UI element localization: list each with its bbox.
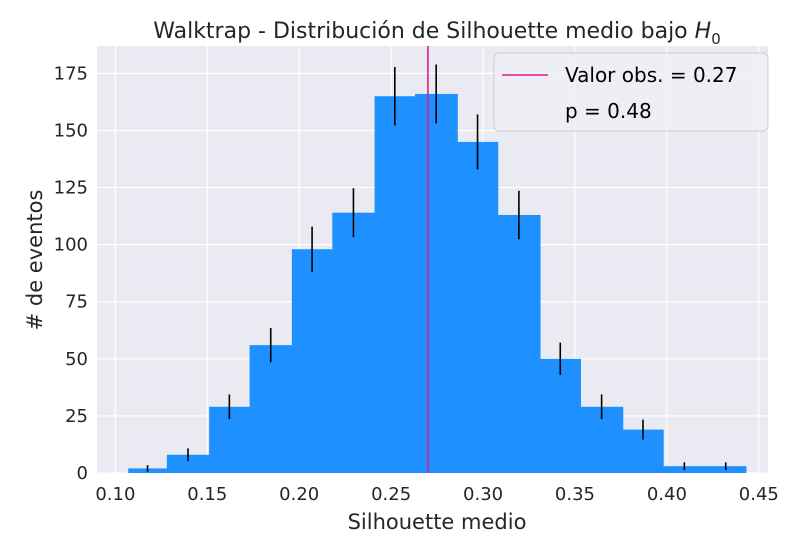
y-axis-label: # de eventos: [23, 190, 47, 331]
histogram-bar: [291, 249, 333, 473]
x-axis-label: Silhouette medio: [348, 510, 527, 534]
histogram-bar: [374, 96, 416, 473]
histogram-bar: [497, 214, 541, 473]
legend: Valor obs. = 0.27 p = 0.48: [493, 52, 769, 132]
chart-title-math: H: [695, 19, 712, 44]
y-axis-ticks: 0 25 50 75 100 125 150 175: [54, 63, 88, 484]
x-tick-label: 0.35: [555, 484, 595, 505]
x-tick-label: 0.10: [95, 484, 135, 505]
x-axis-ticks: 0.10 0.15 0.20 0.25 0.30 0.35 0.40 0.45: [95, 484, 779, 505]
histogram-bars: [128, 93, 747, 474]
error-bars: [146, 64, 727, 472]
y-tick-label: 25: [65, 406, 88, 427]
legend-observed-label: Valor obs. = 0.27: [565, 63, 737, 87]
x-tick-label: 0.40: [647, 484, 687, 505]
x-tick-label: 0.30: [463, 484, 503, 505]
histogram-bar: [166, 454, 210, 473]
y-tick-label: 125: [54, 178, 88, 199]
y-tick-label: 100: [54, 235, 88, 256]
histogram-bar: [415, 93, 458, 473]
x-tick-label: 0.20: [279, 484, 319, 505]
legend-box: [493, 52, 769, 132]
x-tick-label: 0.45: [739, 484, 779, 505]
legend-p-value-label: p = 0.48: [565, 99, 652, 123]
x-tick-label: 0.15: [187, 484, 227, 505]
chart-title: Walktrap - Distribución de Silhouette me…: [153, 19, 720, 48]
histogram-bar: [457, 141, 499, 473]
y-tick-label: 50: [65, 349, 88, 370]
y-tick-label: 175: [54, 63, 88, 84]
y-tick-label: 150: [54, 120, 88, 141]
y-tick-label: 75: [65, 292, 88, 313]
histogram-bar: [332, 212, 376, 474]
x-tick-label: 0.25: [371, 484, 411, 505]
chart-title-math-subscript: 0: [711, 30, 721, 48]
chart-title-text: Walktrap - Distribución de Silhouette me…: [153, 19, 694, 44]
histogram-bar: [540, 358, 581, 473]
histogram-bar: [249, 345, 293, 473]
y-tick-label: 0: [77, 463, 88, 484]
